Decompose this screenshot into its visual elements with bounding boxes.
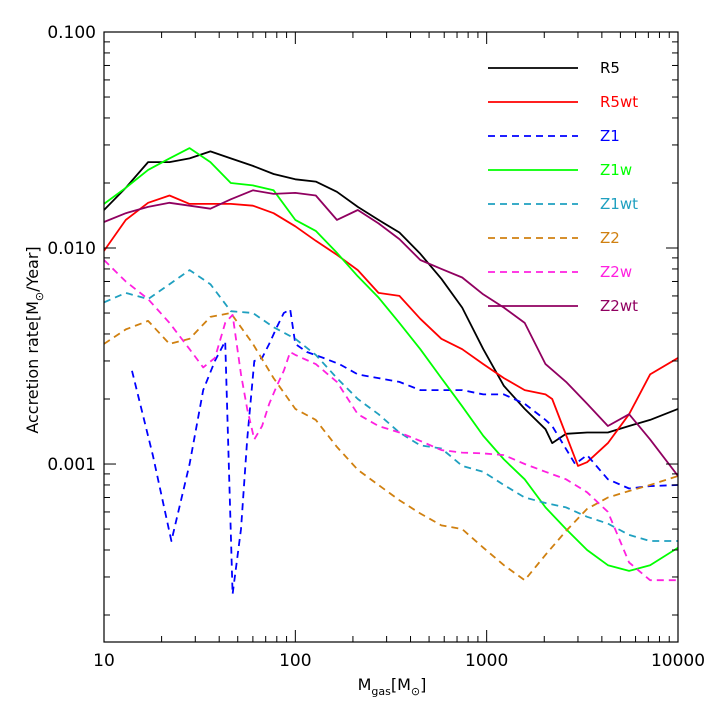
legend-label-z2: Z2 xyxy=(600,229,620,247)
series-line-z1w xyxy=(104,147,678,572)
series-line-z2 xyxy=(104,312,678,582)
legend-label-z1wt: Z1wt xyxy=(600,195,638,213)
legend-label-r5: R5 xyxy=(600,59,620,77)
legend-label-z1w: Z1w xyxy=(600,161,632,179)
legend-label-z2wt: Z2wt xyxy=(600,297,638,315)
x-axis-title: Mgas[M⊙] xyxy=(358,675,427,698)
series-line-z1wt xyxy=(104,269,678,542)
series-layer xyxy=(104,147,678,595)
series-line-z2wt xyxy=(104,189,678,477)
x-tick-label: 100 xyxy=(279,651,311,671)
legend: R5 R5wt Z1 Z1w Z1wt Z2 Z2w Z2wt xyxy=(488,59,638,315)
series-line-r5 xyxy=(104,150,678,445)
legend-label-r5wt: R5wt xyxy=(600,93,638,111)
legend-label-z1: Z1 xyxy=(600,127,620,145)
x-tick-label: 1000 xyxy=(465,651,508,671)
y-tick-label: 0.001 xyxy=(47,455,96,475)
axis-ticks: 10 100 1000 10000 0.001 0.010 0.100 xyxy=(47,23,705,671)
plot-frame xyxy=(103,31,679,643)
x-tick-label: 10 xyxy=(93,651,115,671)
series-line-z1 xyxy=(131,308,678,595)
y-axis-title: Accretion rate[M⊙/Year] xyxy=(23,246,46,433)
series-line-z2w xyxy=(104,259,678,582)
x-tick-label: 10000 xyxy=(651,651,705,671)
series-line-r5wt xyxy=(104,194,678,467)
y-tick-label: 0.010 xyxy=(47,239,96,259)
y-tick-label: 0.100 xyxy=(47,23,96,43)
legend-label-z2w: Z2w xyxy=(600,263,632,281)
